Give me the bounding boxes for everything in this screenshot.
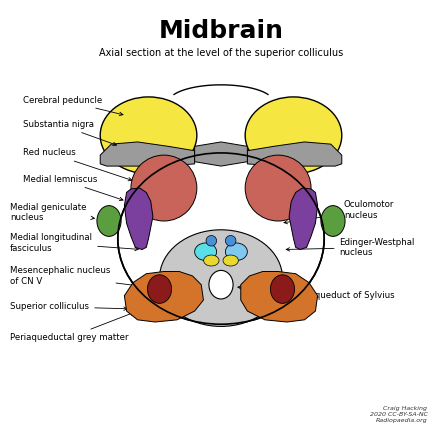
Text: Superior colliculus: Superior colliculus [10, 302, 127, 311]
Ellipse shape [194, 243, 217, 260]
Ellipse shape [148, 275, 171, 303]
Text: Medial lemniscus: Medial lemniscus [23, 175, 123, 201]
Ellipse shape [225, 243, 248, 260]
Text: Midbrain: Midbrain [159, 19, 283, 43]
Circle shape [225, 236, 236, 246]
Ellipse shape [100, 97, 197, 174]
Ellipse shape [271, 275, 294, 303]
Polygon shape [289, 188, 318, 250]
Polygon shape [194, 142, 248, 166]
Ellipse shape [245, 97, 342, 174]
Text: Cerebral peduncle: Cerebral peduncle [23, 96, 123, 115]
Text: Medial longitudinal
fasciculus: Medial longitudinal fasciculus [10, 233, 138, 253]
Ellipse shape [321, 206, 345, 236]
Text: Red nucleus: Red nucleus [23, 149, 132, 181]
Text: Oculomotor
nucleus: Oculomotor nucleus [284, 200, 394, 224]
Polygon shape [241, 271, 318, 322]
Text: Craig Hacking
2020 CC-BY-SA-NC
Radiopaedia.org: Craig Hacking 2020 CC-BY-SA-NC Radiopaed… [370, 407, 427, 423]
Ellipse shape [223, 255, 238, 266]
Circle shape [206, 236, 217, 246]
Polygon shape [100, 142, 194, 166]
Text: Axial section at the level of the superior colliculus: Axial section at the level of the superi… [99, 47, 343, 57]
Text: Edinger-Westphal
nucleus: Edinger-Westphal nucleus [286, 238, 415, 257]
Polygon shape [124, 271, 203, 322]
Text: Medial geniculate
nucleus: Medial geniculate nucleus [10, 202, 94, 222]
Ellipse shape [97, 206, 121, 236]
Ellipse shape [209, 271, 233, 299]
Text: Mesencephalic nucleus
of CN V: Mesencephalic nucleus of CN V [10, 266, 143, 288]
Ellipse shape [160, 230, 282, 326]
Ellipse shape [118, 153, 324, 324]
Polygon shape [248, 142, 342, 166]
Circle shape [131, 155, 197, 221]
Polygon shape [124, 188, 153, 250]
Ellipse shape [204, 255, 219, 266]
Circle shape [245, 155, 311, 221]
Text: Aqueduct of Sylvius: Aqueduct of Sylvius [238, 286, 394, 300]
Text: Substantia nigra: Substantia nigra [23, 120, 117, 145]
Text: Periaqueductal grey matter: Periaqueductal grey matter [10, 312, 134, 342]
